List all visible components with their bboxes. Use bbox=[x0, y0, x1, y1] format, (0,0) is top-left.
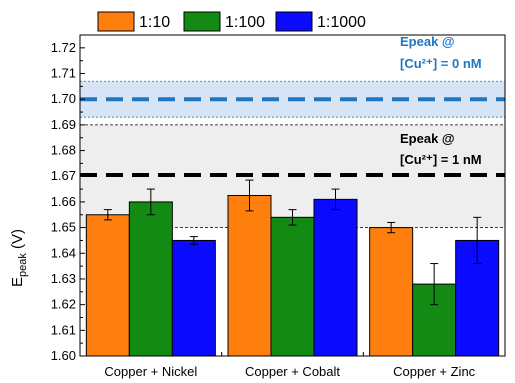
bar-1:10-2 bbox=[369, 227, 414, 357]
ref-annotation-line1-1: Epeak @ bbox=[400, 131, 455, 146]
y-axis-label: Epeak (V) bbox=[9, 229, 29, 287]
ref-annotation-line1-0: Epeak @ bbox=[400, 34, 455, 49]
y-tick-label: 1.65 bbox=[51, 220, 76, 235]
y-tick-label: 1.63 bbox=[51, 271, 76, 286]
y-tick-label: 1.71 bbox=[51, 66, 76, 81]
legend-swatch-1:1000 bbox=[275, 11, 313, 32]
ref-annotation-line2-0: [Cu²⁺] = 0 nM bbox=[400, 56, 482, 71]
legend-label-1:100: 1:100 bbox=[225, 14, 265, 31]
bar-1:10-1 bbox=[227, 195, 272, 357]
bar-1:100-1 bbox=[270, 216, 315, 357]
y-tick-label: 1.72 bbox=[51, 40, 76, 55]
y-tick-label: 1.70 bbox=[51, 91, 76, 106]
y-tick-label: 1.60 bbox=[51, 348, 76, 363]
category-label: Copper + Zinc bbox=[393, 364, 476, 379]
bar-1:100-0 bbox=[128, 201, 173, 357]
bar-1:1000-1 bbox=[313, 198, 358, 357]
y-tick-label: 1.64 bbox=[51, 245, 76, 260]
plot-frame bbox=[79, 34, 506, 357]
y-tick-label: 1.67 bbox=[51, 168, 76, 183]
legend-swatch-1:100 bbox=[183, 11, 221, 32]
y-tick-label: 1.69 bbox=[51, 117, 76, 132]
legend-swatch-1:10 bbox=[97, 11, 135, 32]
legend-label-1:10: 1:10 bbox=[139, 14, 170, 31]
category-label: Copper + Nickel bbox=[104, 364, 197, 379]
y-tick-label: 1.61 bbox=[51, 322, 76, 337]
legend-label-1:1000: 1:1000 bbox=[317, 14, 366, 31]
bar-1:10-0 bbox=[85, 214, 130, 357]
ref-annotation-line2-1: [Cu²⁺] = 1 nM bbox=[400, 152, 482, 167]
y-tick-label: 1.62 bbox=[51, 297, 76, 312]
y-axis-label-unit: (V) bbox=[9, 229, 26, 253]
category-label: Copper + Cobalt bbox=[245, 364, 340, 379]
y-axis-label-sub: peak bbox=[17, 253, 29, 277]
y-tick-label: 1.66 bbox=[51, 194, 76, 209]
y-axis-label-main: E bbox=[9, 277, 26, 287]
y-tick-label: 1.68 bbox=[51, 143, 76, 158]
bar-1:1000-0 bbox=[171, 239, 216, 357]
